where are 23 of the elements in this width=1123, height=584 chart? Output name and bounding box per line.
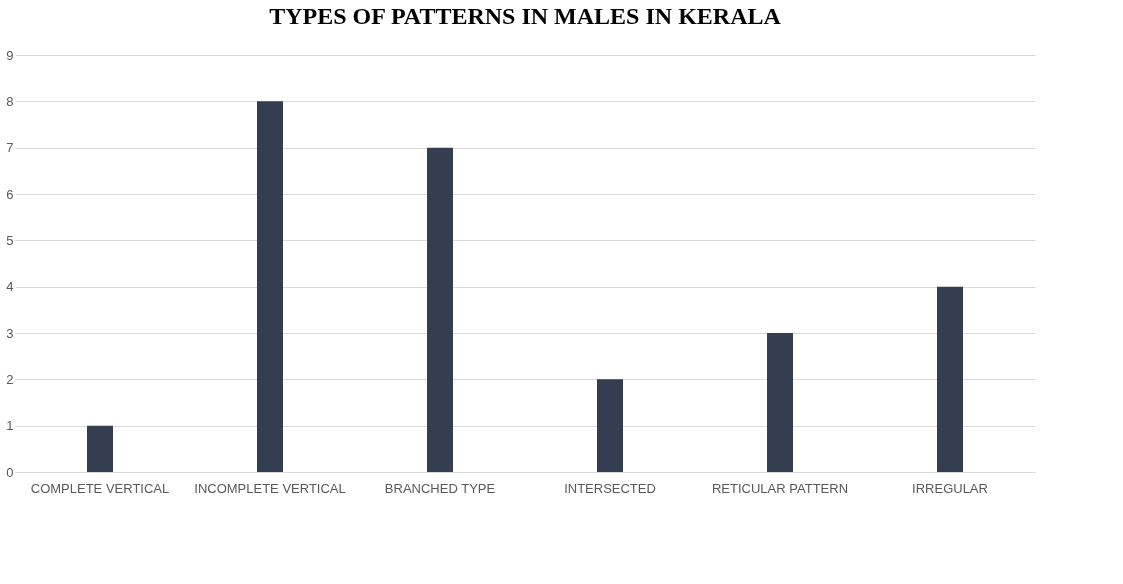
y-tick-label: 9 xyxy=(6,47,14,63)
y-tick-label: 5 xyxy=(6,232,14,248)
y-tick-label: 3 xyxy=(6,325,14,341)
y-tick-label: 6 xyxy=(6,186,14,202)
y-tick-label: 2 xyxy=(6,371,14,387)
x-tick-label: INCOMPLETE VERTICAL xyxy=(194,480,346,496)
x-tick-label: IRREGULAR xyxy=(912,480,988,496)
y-tick-label: 7 xyxy=(6,140,14,156)
y-tick-label: 1 xyxy=(6,418,14,434)
y-tick-label: 4 xyxy=(6,279,14,295)
bar xyxy=(767,333,793,472)
x-tick-label: RETICULAR PATTERN xyxy=(711,480,849,496)
bar xyxy=(937,286,963,472)
bar xyxy=(257,101,283,472)
x-tick-label: INTERSECTED xyxy=(564,480,656,496)
x-tick-label: BRANCHED TYPE xyxy=(384,480,496,496)
y-tick-label: 8 xyxy=(6,93,14,109)
bar xyxy=(427,147,453,472)
chart-title: TYPES OF PATTERNS IN MALES IN KERALA xyxy=(269,3,782,29)
y-tick-label: 0 xyxy=(6,464,14,480)
x-tick-label: COMPLETE VERTICAL xyxy=(30,480,170,496)
bar xyxy=(597,379,623,472)
bar xyxy=(87,425,113,472)
